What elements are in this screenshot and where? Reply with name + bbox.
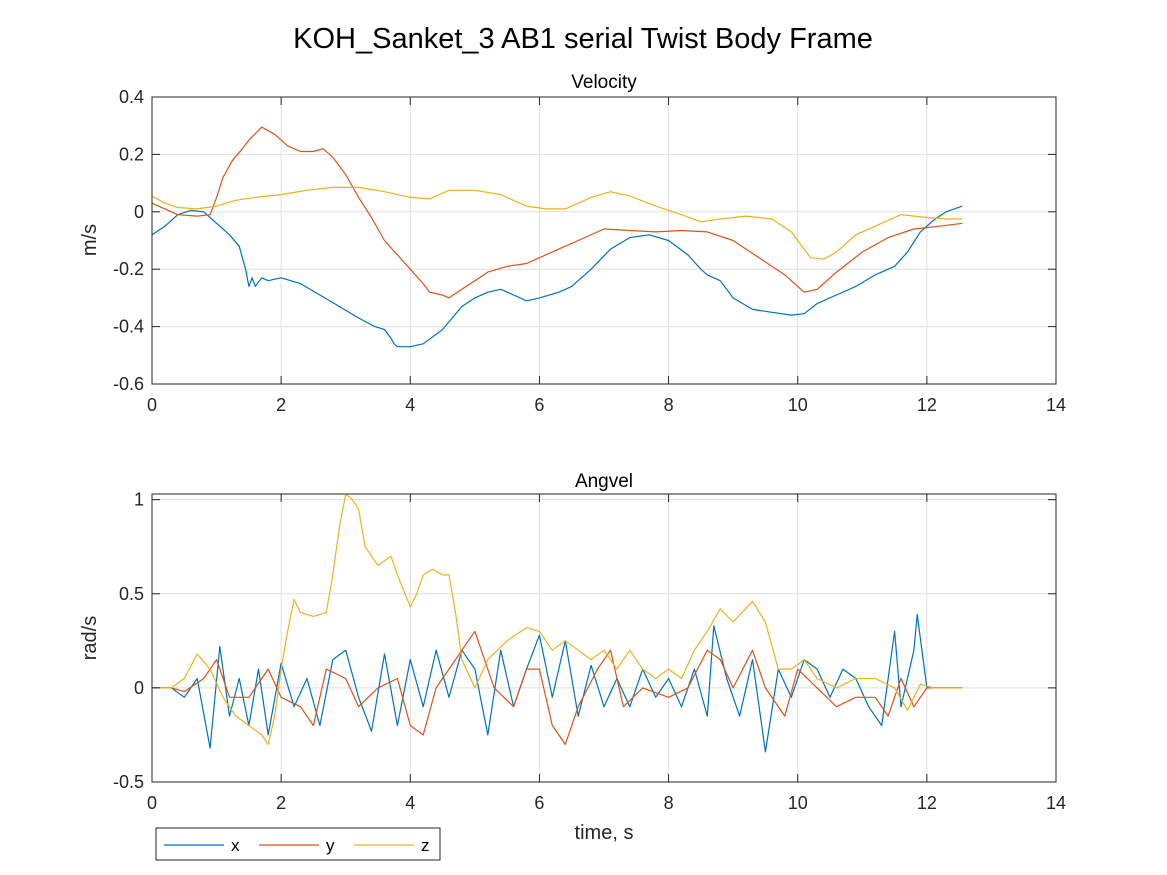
x-tick-label: 8 bbox=[664, 395, 674, 415]
axes-title: Velocity bbox=[571, 72, 637, 93]
ticks: 0 2 4 6 8 10 12 14-0.500.51 bbox=[113, 490, 1066, 813]
x-tick-label: 10 bbox=[788, 793, 808, 813]
x-tick-label: 12 bbox=[917, 395, 937, 415]
plot-lines bbox=[152, 493, 963, 753]
legend-label-z: z bbox=[421, 836, 430, 855]
legend-box bbox=[155, 827, 441, 861]
x-tick-label: 4 bbox=[405, 793, 415, 813]
axes-background bbox=[152, 494, 1056, 782]
x-tick-label: 14 bbox=[1046, 395, 1066, 415]
y-tick-label: 0.4 bbox=[119, 87, 144, 107]
y-axis-label: rad/s bbox=[79, 616, 101, 660]
x-tick-label: 2 bbox=[276, 793, 286, 813]
series-line-y bbox=[152, 630, 963, 746]
x-tick-label: 6 bbox=[534, 395, 544, 415]
x-tick-label: 12 bbox=[917, 793, 937, 813]
y-tick-label: 0 bbox=[134, 678, 144, 698]
y-tick-label: -0.2 bbox=[113, 259, 144, 279]
x-axis-label: time, s bbox=[575, 822, 634, 844]
grid bbox=[152, 97, 1056, 384]
ticks: 0 2 4 6 8 10 12 14 -0.6 -0.4 -0.2 0 0.2 0.4 bbox=[113, 87, 1066, 415]
y-tick-label: 0.2 bbox=[119, 144, 144, 164]
series-line-z bbox=[152, 493, 963, 746]
legend-label-x: x bbox=[231, 836, 240, 855]
y-tick-label: 1 bbox=[134, 490, 144, 510]
velocity-axes[interactable]: 0 2 4 6 8 10 12 14-0.6-0.4-0.200.20.4 Velocity … bbox=[79, 72, 1066, 415]
y-axis-label: m/s bbox=[79, 224, 101, 256]
legend-label-y: y bbox=[326, 836, 335, 855]
x-tick-label: 2 bbox=[276, 395, 286, 415]
y-tick-label: -0.6 bbox=[113, 374, 144, 394]
x-tick-label: 0 bbox=[147, 395, 157, 415]
y-tick-label: -0.5 bbox=[113, 772, 144, 792]
x-tick-label: 6 bbox=[534, 793, 544, 813]
axes-background bbox=[152, 97, 1056, 384]
x-tick-label: 10 bbox=[788, 395, 808, 415]
x-tick-label: 14 bbox=[1046, 793, 1066, 813]
plot-lines bbox=[151, 126, 963, 348]
series-line-x bbox=[152, 613, 963, 753]
y-tick-label: 0.5 bbox=[119, 584, 144, 604]
series-line-z bbox=[151, 186, 963, 260]
x-tick-label: 4 bbox=[405, 395, 415, 415]
axes-box bbox=[151, 493, 1057, 783]
series-line-y bbox=[151, 126, 963, 299]
figure-title: KOH_Sanket_3 AB1 serial Twist Body Frame bbox=[293, 23, 873, 55]
x-tick-label: 0 bbox=[147, 793, 157, 813]
legend[interactable]: x y z bbox=[155, 827, 441, 861]
legend-items: x y z bbox=[164, 836, 430, 855]
y-tick-label: 0 bbox=[134, 202, 144, 222]
angvel-axes[interactable]: 0 2 4 6 8 10 12 14-0.500.51 Angvel rad/s time, … bbox=[79, 471, 1066, 844]
axes-box bbox=[151, 96, 1057, 385]
series-line-x bbox=[151, 205, 963, 348]
x-tick-label: 8 bbox=[664, 793, 674, 813]
y-tick-label: -0.4 bbox=[113, 317, 144, 337]
axes-title: Angvel bbox=[575, 471, 633, 492]
